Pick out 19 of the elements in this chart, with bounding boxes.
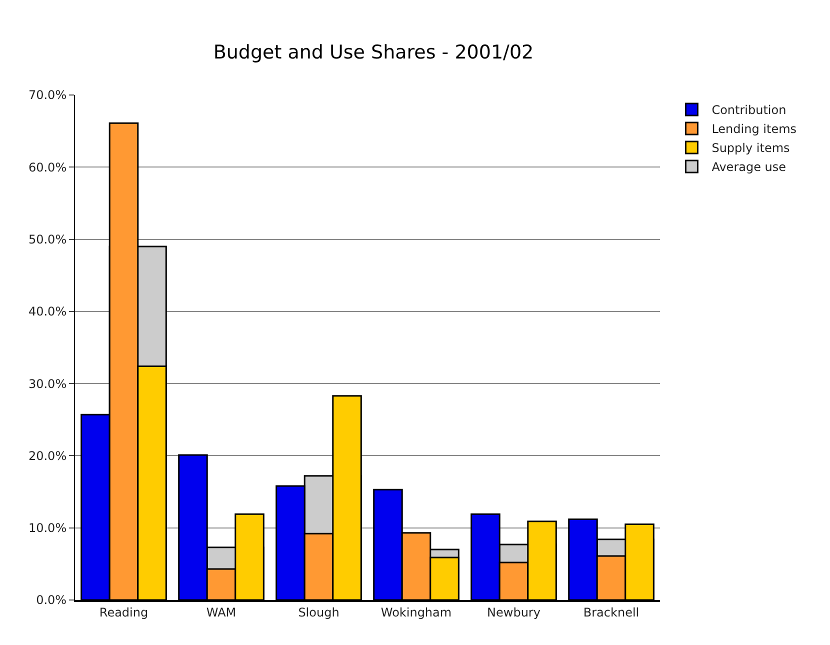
y-tick-label: 30.0%: [28, 376, 67, 391]
x-tick-label: WAM: [206, 605, 236, 620]
x-tick-label: Wokingham: [380, 605, 452, 620]
x-tick-label: Bracknell: [583, 605, 640, 620]
y-tick-label: 20.0%: [28, 448, 67, 463]
x-tick-label: Newbury: [487, 605, 540, 620]
y-tick-label: 10.0%: [28, 521, 67, 536]
legend-label: Contribution: [712, 103, 786, 118]
legend-label: Average use: [712, 160, 786, 174]
y-tick-label: 50.0%: [28, 232, 67, 246]
y-tick-label: 60.0%: [28, 160, 67, 174]
legend-label: Lending items: [712, 122, 797, 136]
x-tick-label: Slough: [298, 605, 340, 620]
chart-title: Budget and Use Shares - 2001/02: [213, 41, 534, 64]
y-tick-label: 70.0%: [28, 88, 67, 102]
y-tick-label: 40.0%: [28, 304, 67, 319]
y-tick-label: 0.0%: [36, 593, 67, 608]
legend-label: Supply items: [712, 141, 790, 156]
x-tick-label: Reading: [99, 605, 148, 620]
